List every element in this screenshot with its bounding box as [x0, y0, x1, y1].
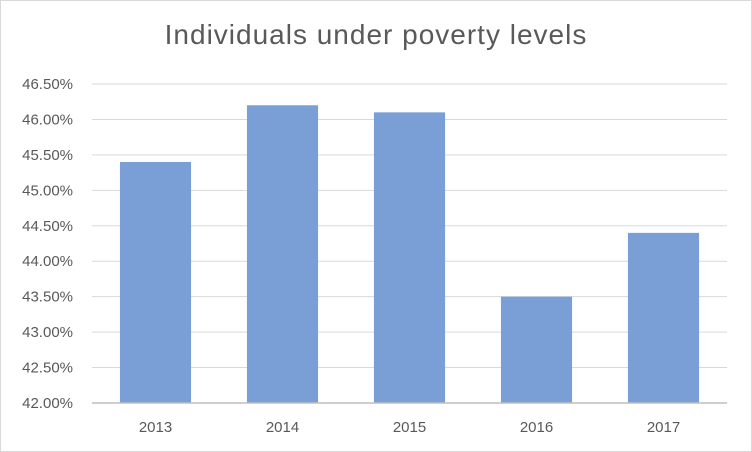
y-tick-label: 46.00% [22, 111, 73, 128]
labels: 42.00% 42.50% 43.00% 43.50% 44.00% 44.50% 45.0… [22, 76, 680, 436]
bars [119, 105, 700, 404]
x-tick-label: 2017 [647, 419, 680, 436]
y-tick-label: 44.00% [22, 253, 73, 270]
x-tick-label: 2013 [139, 419, 172, 436]
y-tick-label: 44.50% [22, 218, 73, 235]
y-tick-label: 45.50% [22, 147, 73, 164]
bar-2013 [119, 161, 192, 403]
y-tick-label: 42.00% [22, 395, 73, 412]
bar-2017 [627, 232, 700, 403]
y-tick-label: 43.00% [22, 324, 73, 341]
y-tick-label: 46.50% [22, 76, 73, 93]
x-tick-label: 2014 [266, 419, 299, 436]
y-tick-label: 45.00% [22, 182, 73, 199]
bar-2016 [500, 296, 573, 403]
bar-2014 [246, 105, 319, 404]
x-tick-label: 2016 [520, 419, 553, 436]
y-tick-label: 42.50% [22, 360, 73, 377]
y-tick-label: 43.50% [22, 289, 73, 306]
bar-2015 [373, 112, 446, 403]
chart-title: Individuals under poverty levels [164, 19, 588, 50]
x-tick-label: 2015 [393, 419, 426, 436]
